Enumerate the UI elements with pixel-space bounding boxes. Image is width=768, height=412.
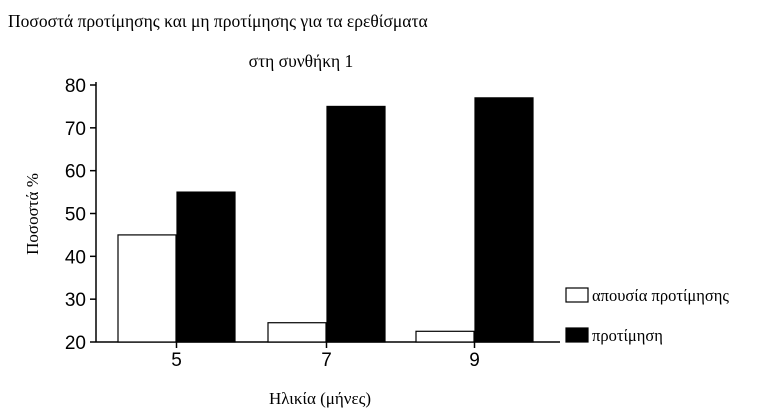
bar-preference-7 xyxy=(326,105,386,343)
legend-label: απουσία προτίμησης xyxy=(592,286,729,305)
x-tick-label: 9 xyxy=(469,350,480,371)
bar-preference-5 xyxy=(176,191,236,343)
x-axis-ticks: 5 7 9 xyxy=(171,342,480,371)
x-axis-label: Ηλικία (μήνες) xyxy=(269,389,371,408)
legend: απουσία προτίμησης προτίμηση xyxy=(565,286,729,345)
y-axis-label: Ποσοστά % xyxy=(23,173,42,255)
bar-no-preference-5 xyxy=(117,234,177,343)
bar-no-preference-9 xyxy=(415,330,475,343)
y-tick-label: 70 xyxy=(65,119,86,140)
y-tick-label: 30 xyxy=(65,290,86,311)
y-tick-label: 40 xyxy=(65,247,86,268)
plot-area: 20 30 40 50 60 70 80 5 7 9 xyxy=(65,76,560,371)
legend-swatch xyxy=(565,287,589,303)
legend-label: προτίμηση xyxy=(592,326,663,345)
y-tick-label: 50 xyxy=(65,205,86,226)
y-tick-label: 20 xyxy=(65,333,86,354)
x-tick-label: 7 xyxy=(321,350,332,371)
bar-preference-9 xyxy=(474,97,534,343)
chart-title: Ποσοστά προτίμησης και μη προτίμησης για… xyxy=(8,11,428,31)
bars xyxy=(117,97,534,343)
x-tick-label: 5 xyxy=(171,350,182,371)
y-tick-label: 60 xyxy=(65,162,86,183)
y-axis-ticks: 20 30 40 50 60 70 80 xyxy=(65,76,96,354)
chart-subtitle: στη συνθήκη 1 xyxy=(249,51,354,71)
y-tick-label: 80 xyxy=(65,76,86,97)
bar-no-preference-7 xyxy=(267,322,327,343)
legend-swatch xyxy=(565,327,589,343)
